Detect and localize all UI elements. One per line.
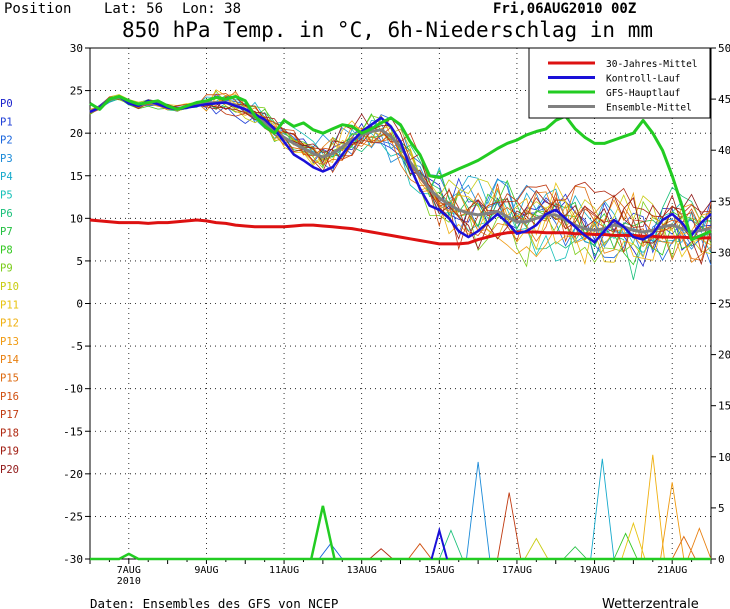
right-tick-label: 25	[718, 298, 730, 311]
member-precip-line	[671, 535, 696, 560]
left-tick-label: 30	[70, 42, 83, 55]
member-precip-line	[369, 548, 394, 560]
series-line-gfs-hauptlauf	[89, 95, 712, 242]
right-tick-label: 10	[718, 451, 730, 464]
member-label: P8	[0, 244, 13, 256]
x-tick-label: 13AUG	[347, 565, 377, 576]
right-tick-label: 30	[718, 246, 730, 259]
left-tick-label: -15	[63, 425, 83, 438]
gfs-precip-peak	[310, 505, 336, 560]
left-tick-label: -25	[63, 510, 83, 523]
x-tick-label: 9AUG	[194, 565, 218, 576]
left-tick-label: -30	[63, 553, 83, 566]
right-tick-label: 50	[718, 42, 730, 55]
left-tick-label: 15	[70, 170, 83, 183]
brand-name: Wetterzentrale	[602, 597, 699, 609]
member-label: P11	[0, 299, 19, 311]
member-label: P18	[0, 427, 19, 439]
x-tick-label: 7AUG	[117, 565, 141, 576]
run-timestamp: Fri,06AUG2010 00Z	[493, 1, 636, 17]
member-precip-line	[466, 461, 491, 560]
left-tick-label: 5	[76, 255, 83, 268]
legend-label: GFS-Hauptlauf	[606, 88, 680, 99]
member-label: P20	[0, 464, 19, 476]
right-tick-label: 20	[718, 349, 730, 362]
right-tick-label: 15	[718, 400, 730, 413]
x-tick-label: 17AUG	[502, 565, 532, 576]
left-tick-label: 0	[76, 298, 83, 311]
member-precip-line	[438, 529, 464, 560]
left-tick-label: -10	[63, 383, 83, 396]
series-line-gfs-hauptlauf-niederschlag	[90, 552, 711, 561]
member-labels: P0 P1 P2 P3 P4 P5 P6 P7 P8 P9 P10 P11 P12 P13 P14 P15 P1…	[0, 98, 19, 476]
member-label: P4	[0, 171, 13, 183]
member-label: P1	[0, 116, 13, 128]
legend: 30-Jahres-Mittel Kontroll-Lauf GFS-Hauptla…	[528, 47, 711, 119]
member-temp-line	[89, 96, 712, 254]
member-precip-line	[640, 454, 665, 560]
member-label: P7	[0, 226, 13, 238]
x-tick-label: 21AUG	[657, 565, 687, 576]
member-label: P9	[0, 263, 13, 275]
right-tick-label: 0	[718, 553, 725, 566]
left-tick-label: -20	[63, 468, 83, 481]
member-precip-line	[613, 532, 638, 560]
member-label: P10	[0, 281, 19, 293]
x-tick-label: 15AUG	[424, 565, 454, 576]
x-tick-label: 19AUG	[580, 565, 610, 576]
member-label: P15	[0, 373, 19, 385]
x-year-label: 2010	[117, 576, 141, 587]
series-layer	[89, 89, 712, 561]
member-label: P13	[0, 336, 19, 348]
legend-label: 30-Jahres-Mittel	[606, 59, 698, 70]
right-tick-label: 5	[718, 502, 725, 515]
lat-value: Lat: 56	[104, 1, 163, 17]
right-tick-label: 40	[718, 144, 730, 157]
left-tick-label: 20	[70, 127, 83, 140]
x-axis: 7AUG 9AUG 11AUG 13AUG 15AUG 17AUG 19AUG 21AUG 20…	[89, 559, 712, 587]
member-label: P5	[0, 190, 13, 202]
member-label: P2	[0, 135, 13, 147]
x-tick-label: 11AUG	[269, 565, 299, 576]
member-label: P19	[0, 446, 19, 458]
member-label: P3	[0, 153, 13, 165]
member-precip-line	[563, 546, 588, 560]
member-precip-line	[590, 458, 615, 560]
member-label: P12	[0, 318, 19, 330]
member-precip-line	[524, 537, 549, 560]
member-precip-line	[660, 482, 685, 560]
member-temp-line	[89, 96, 712, 254]
member-precip-line	[687, 527, 712, 560]
member-precip-line	[497, 492, 522, 560]
series-line-kontroll-lauf	[89, 95, 712, 244]
control-precip-peak	[430, 526, 449, 560]
member-precip-line	[621, 521, 646, 560]
left-tick-label: 10	[70, 212, 83, 225]
data-source: Daten: Ensembles des GFS von NCEP	[90, 596, 338, 609]
left-tick-label: -5	[70, 340, 83, 353]
legend-label: Ensemble-Mittel	[606, 103, 692, 114]
left-tick-label: 25	[70, 85, 83, 98]
member-precip-line	[407, 542, 432, 560]
right-tick-label: 35	[718, 195, 730, 208]
legend-label: Kontroll-Lauf	[606, 74, 680, 85]
lon-value: Lon: 38	[182, 1, 241, 17]
series-line-30-jahres-mittel	[89, 218, 711, 246]
member-label: P17	[0, 409, 19, 421]
position-label: Position	[4, 1, 71, 17]
left-axis: 30 25 20 15 10 5 0 -5 -10 -15 -20 -25 -30	[63, 42, 90, 566]
member-label: P0	[0, 98, 13, 110]
right-tick-label: 45	[718, 93, 730, 106]
member-label: P14	[0, 354, 19, 366]
chart-title: 850 hPa Temp. in °C, 6h-Niederschlag in …	[122, 18, 653, 42]
member-label: P6	[0, 208, 13, 220]
member-label: P16	[0, 391, 19, 403]
